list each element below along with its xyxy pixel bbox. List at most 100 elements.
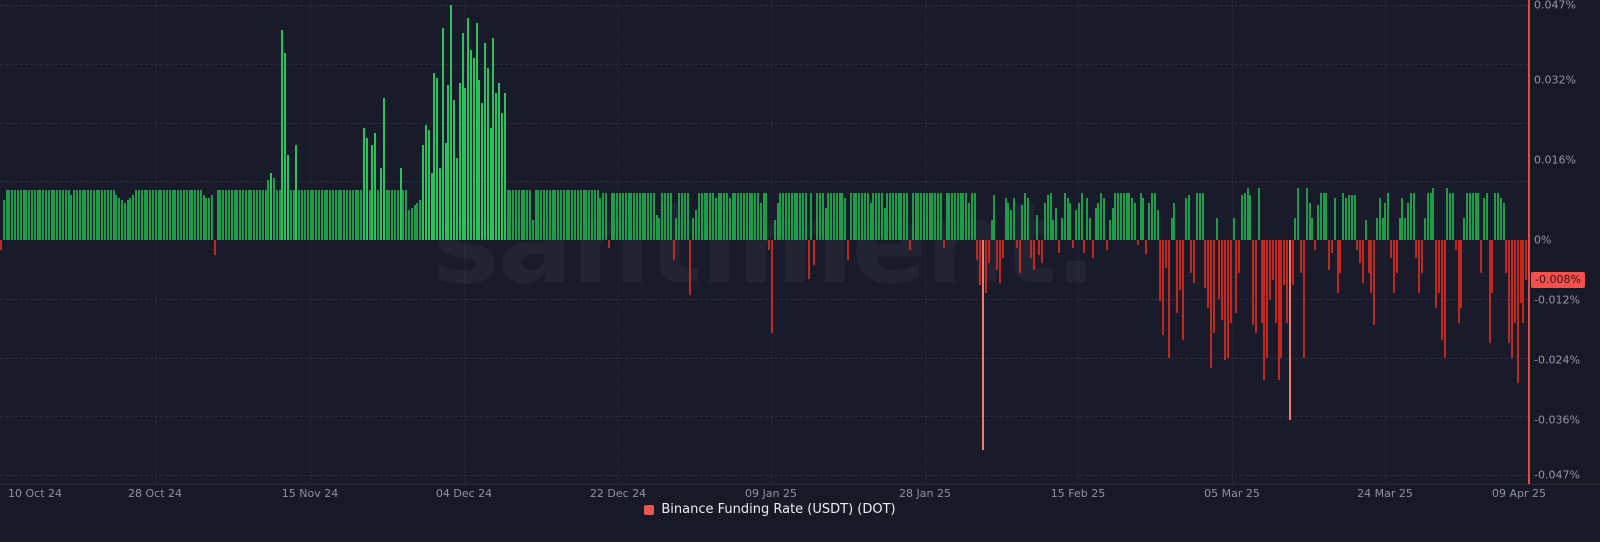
bar[interactable] <box>1468 192 1471 240</box>
bar[interactable] <box>1167 240 1170 358</box>
bar[interactable] <box>348 190 351 240</box>
bar[interactable] <box>129 197 132 240</box>
bar[interactable] <box>458 82 461 240</box>
bar[interactable] <box>970 192 973 240</box>
bar[interactable] <box>1210 240 1213 368</box>
bar[interactable] <box>973 192 976 240</box>
bar[interactable] <box>163 190 166 240</box>
bar[interactable] <box>306 190 309 240</box>
bar[interactable] <box>689 240 692 295</box>
bar[interactable] <box>1454 240 1457 250</box>
bar[interactable] <box>388 190 391 240</box>
plot-area[interactable]: santiment. <box>0 0 1528 484</box>
bar[interactable] <box>939 192 942 240</box>
bar[interactable] <box>1333 197 1336 240</box>
bar[interactable] <box>726 192 728 240</box>
bar[interactable] <box>247 190 250 240</box>
bar[interactable] <box>1232 217 1235 240</box>
bar[interactable] <box>1381 217 1384 240</box>
bar[interactable] <box>540 190 543 240</box>
bar[interactable] <box>903 192 906 240</box>
bar[interactable] <box>45 190 48 240</box>
bar[interactable] <box>64 190 67 240</box>
bar[interactable] <box>154 190 157 240</box>
bar[interactable] <box>275 190 278 240</box>
bar[interactable] <box>1007 202 1010 240</box>
bar[interactable] <box>610 192 613 240</box>
bar[interactable] <box>1072 240 1075 248</box>
bar[interactable] <box>723 192 726 240</box>
bar[interactable] <box>447 85 450 240</box>
bar[interactable] <box>143 190 146 240</box>
bar[interactable] <box>244 190 247 240</box>
bar[interactable] <box>571 190 574 240</box>
bar[interactable] <box>1440 240 1443 340</box>
bar[interactable] <box>61 190 64 240</box>
bar[interactable] <box>1184 197 1187 240</box>
bar[interactable] <box>1412 192 1415 240</box>
bar[interactable] <box>177 190 180 240</box>
bar[interactable] <box>669 192 672 240</box>
bar[interactable] <box>137 190 140 240</box>
bar[interactable] <box>461 32 464 240</box>
bar[interactable] <box>1370 240 1373 293</box>
bar[interactable] <box>1266 240 1269 358</box>
bar[interactable] <box>430 172 433 240</box>
bar[interactable] <box>1477 192 1480 240</box>
bar[interactable] <box>25 190 28 240</box>
bar[interactable] <box>289 190 292 240</box>
bar[interactable] <box>368 190 371 240</box>
bar[interactable] <box>855 192 858 240</box>
bar[interactable] <box>422 145 425 240</box>
bar[interactable] <box>75 190 78 240</box>
bar[interactable] <box>261 190 264 240</box>
bar[interactable] <box>1421 240 1424 273</box>
bar[interactable] <box>222 190 225 240</box>
bar[interactable] <box>793 192 796 240</box>
bar[interactable] <box>782 192 785 240</box>
bar[interactable] <box>886 192 889 240</box>
bar[interactable] <box>1091 240 1094 258</box>
bar[interactable] <box>920 192 923 240</box>
bar[interactable] <box>1257 187 1260 240</box>
bar[interactable] <box>1516 240 1519 383</box>
bar[interactable] <box>1179 240 1182 290</box>
bar[interactable] <box>121 200 123 240</box>
bar[interactable] <box>692 217 695 240</box>
bar[interactable] <box>1387 192 1390 240</box>
bar[interactable] <box>959 192 962 240</box>
bar[interactable] <box>284 52 287 240</box>
bar[interactable] <box>1125 192 1128 240</box>
bar[interactable] <box>1173 202 1176 240</box>
bar[interactable] <box>889 192 892 240</box>
bar[interactable] <box>1083 240 1086 253</box>
bar[interactable] <box>796 192 799 240</box>
bar[interactable] <box>92 190 95 240</box>
bar[interactable] <box>472 57 475 240</box>
bar[interactable] <box>1443 240 1446 358</box>
bar[interactable] <box>931 192 934 240</box>
bar[interactable] <box>1491 240 1494 293</box>
bar[interactable] <box>894 192 897 240</box>
bar[interactable] <box>1373 240 1376 325</box>
bar[interactable] <box>1060 217 1063 240</box>
bar[interactable] <box>36 190 39 240</box>
bar[interactable] <box>554 190 557 240</box>
bar[interactable] <box>227 190 230 240</box>
bar[interactable] <box>568 190 571 240</box>
bar[interactable] <box>402 190 405 240</box>
bar[interactable] <box>5 190 8 240</box>
bar[interactable] <box>576 190 579 240</box>
bar[interactable] <box>1035 215 1038 240</box>
bar[interactable] <box>281 30 284 240</box>
bar[interactable] <box>635 192 638 240</box>
bar[interactable] <box>340 190 343 240</box>
bar[interactable] <box>638 192 641 240</box>
bar[interactable] <box>475 22 478 240</box>
bar[interactable] <box>1204 240 1207 288</box>
bar[interactable] <box>1063 192 1066 240</box>
bar[interactable] <box>1505 240 1508 273</box>
bar[interactable] <box>1460 240 1463 308</box>
bar[interactable] <box>644 192 647 240</box>
bar[interactable] <box>968 202 970 240</box>
